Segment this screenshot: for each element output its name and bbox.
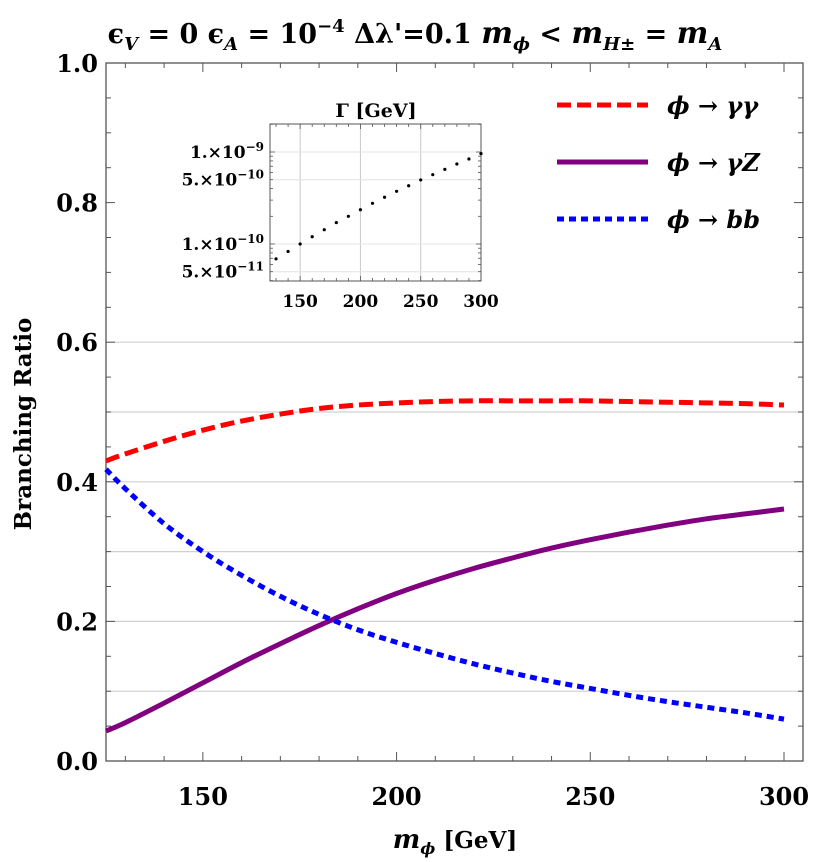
x-tick-label: 300	[759, 782, 809, 811]
inset-data-point	[395, 189, 399, 193]
title-part: m	[481, 16, 513, 51]
title-part: = 0 ϵ	[138, 19, 224, 50]
x-tick-label: 200	[372, 782, 422, 811]
inset-gridlines	[270, 124, 481, 281]
inset-tick-mantissa: 1.×10	[182, 235, 238, 255]
inset-data-point	[431, 173, 435, 177]
title-part: m	[677, 16, 709, 51]
inset-data-point	[358, 208, 363, 212]
legend-label: ϕ → γZ	[667, 148, 761, 177]
x-axis-label-unit: [GeV]	[435, 827, 517, 854]
title-part: Δλ'=0.1	[345, 19, 482, 50]
y-tick-label: 1.0	[56, 49, 98, 78]
x-tick-label: 150	[178, 782, 228, 811]
inset-y-tick-labels: 1.×10−95.×10−101.×10−105.×10−11	[182, 140, 264, 283]
inset-tick-exponent: −10	[237, 168, 264, 182]
inset-data-point	[298, 242, 302, 246]
inset-x-tick-label: 200	[343, 292, 379, 312]
inset-y-tick-label: 1.×10−9	[190, 140, 264, 163]
inset-ticks	[270, 123, 482, 282]
inset-y-tick-label: 5.×10−10	[182, 168, 264, 191]
inset-data-point	[479, 152, 483, 156]
legend-item: ϕ → bb	[557, 205, 760, 234]
series-line-1	[105, 506, 785, 734]
title-part: H±	[602, 34, 635, 55]
x-axis-label-subscript: ϕ	[420, 839, 435, 858]
x-tick-labels: 150 200 250 300	[178, 782, 809, 811]
legend-item: ϕ → γZ	[557, 148, 761, 177]
gridlines	[106, 341, 803, 692]
x-axis-label-symbol: m	[393, 825, 421, 855]
legend-label: ϕ → γγ	[667, 91, 759, 120]
inset-data-point	[467, 157, 471, 161]
inset-tick-exponent: −10	[237, 232, 264, 246]
title-part: <	[530, 19, 571, 50]
inset-data-point	[419, 178, 423, 182]
y-tick-labels: 0.0 0.2 0.4 0.6 0.8 1.0	[56, 49, 98, 776]
y-tick-label: 0.4	[56, 468, 98, 497]
inset-data-point	[334, 220, 338, 225]
inset-data-point	[407, 184, 411, 188]
inset-x-tick-label: 250	[403, 292, 439, 312]
chart-title: ϵV = 0 ϵA = 10−4 Δλ'=0.1 mϕ < mH± = mA	[108, 16, 723, 55]
axis-ticks	[106, 63, 803, 761]
inset-y-tick-label: 5.×10−11	[182, 260, 264, 283]
inset-data-point	[274, 257, 278, 261]
inset-x-tick-label: 300	[463, 292, 499, 312]
title-part: −4	[317, 16, 345, 37]
inset-title: Γ [GeV]	[335, 100, 416, 122]
inset-tick-exponent: −9	[246, 140, 264, 154]
inset-data-point	[310, 235, 314, 239]
inset-data-point	[455, 162, 459, 166]
series-line-0	[105, 398, 785, 464]
inset-data-point	[322, 228, 326, 232]
inset-data-point	[346, 214, 350, 218]
title-part: ϵ	[108, 19, 124, 50]
data-series	[104, 398, 785, 734]
title-part: = 10	[238, 19, 317, 50]
inset-width-plot: Γ [GeV] 1.×10−95.×10−101.×10−105.×10−11 …	[182, 100, 499, 312]
title-part: m	[571, 16, 603, 51]
y-tick-label: 0.8	[56, 189, 98, 218]
inset-data-point	[443, 167, 447, 171]
title-part: ϕ	[513, 34, 530, 55]
inset-tick-mantissa: 1.×10	[190, 143, 246, 163]
inset-data-point	[382, 195, 387, 199]
inset-x-tick-labels: 150 200 250 300	[282, 292, 499, 312]
y-tick-label: 0.6	[56, 328, 98, 357]
y-tick-label: 0.2	[56, 607, 98, 636]
title-part: =	[635, 19, 676, 50]
title-part: A	[706, 34, 722, 55]
inset-x-tick-label: 150	[282, 292, 318, 312]
x-axis-label: mϕ [GeV]	[393, 825, 517, 858]
x-tick-label: 250	[565, 782, 615, 811]
inset-data-point	[370, 201, 375, 205]
inset-tick-exponent: −11	[237, 260, 264, 274]
inset-data-point	[286, 249, 290, 254]
legend: ϕ → γγ ϕ → γZ ϕ → bb	[557, 91, 761, 234]
legend-item: ϕ → γγ	[557, 91, 759, 120]
y-axis-label: Branching Ratio	[10, 318, 37, 531]
inset-tick-mantissa: 5.×10	[182, 171, 238, 191]
inset-data-points	[274, 152, 483, 261]
y-tick-label: 0.0	[56, 747, 98, 776]
title-part: A	[222, 34, 238, 55]
inset-frame	[269, 123, 482, 282]
inset-tick-mantissa: 5.×10	[182, 263, 238, 283]
title-part: V	[124, 34, 140, 55]
legend-label: ϕ → bb	[667, 205, 760, 234]
inset-y-tick-label: 1.×10−10	[182, 232, 264, 255]
